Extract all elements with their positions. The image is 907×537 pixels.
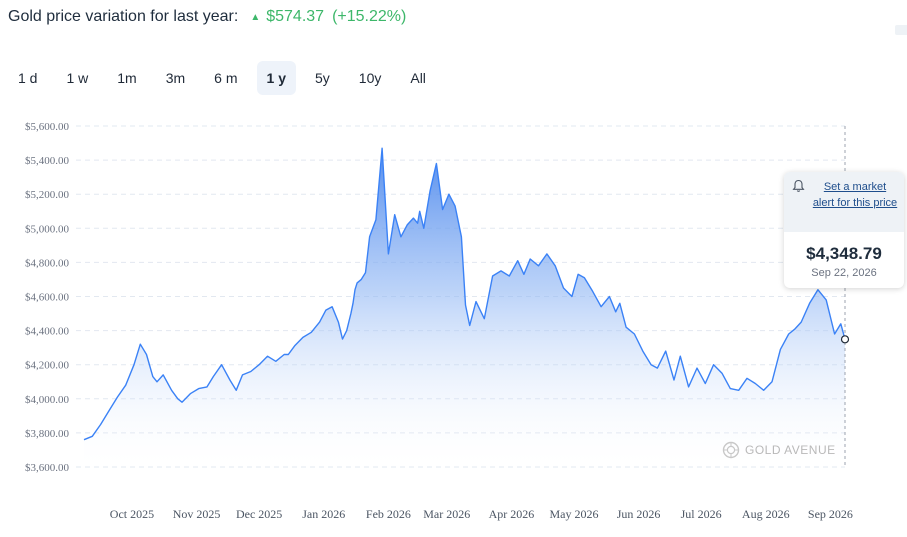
gold-avenue-watermark: GOLD AVENUE (722, 441, 836, 459)
range-tab-1y[interactable]: 1 y (256, 61, 296, 95)
x-tick-label: Feb 2026 (366, 507, 411, 521)
y-tick-label: $3,800.00 (25, 428, 70, 440)
highlight-point[interactable] (840, 335, 850, 344)
up-arrow-icon: ▲ (250, 11, 261, 23)
alert-row[interactable]: Set a market alert for this price (784, 172, 904, 232)
header-title: Gold price variation for last year: (8, 8, 239, 25)
x-tick-label: Oct 2025 (110, 507, 154, 521)
x-tick-label: May 2026 (549, 507, 598, 521)
gold-avenue-logo-icon (722, 441, 740, 459)
range-tab-all[interactable]: All (410, 70, 426, 86)
x-tick-label: Jun 2026 (617, 507, 661, 521)
range-tab-1d[interactable]: 1 d (18, 70, 38, 86)
y-tick-label: $4,200.00 (25, 360, 70, 372)
range-tab-6m[interactable]: 6 m (214, 70, 238, 86)
range-tab-1w[interactable]: 1 w (66, 70, 89, 86)
x-tick-label: Aug 2026 (742, 507, 790, 521)
series-area (84, 148, 845, 467)
x-tick-label: Mar 2026 (423, 507, 470, 521)
y-tick-label: $5,400.00 (25, 155, 70, 167)
range-tab-10y[interactable]: 10y (358, 70, 382, 86)
range-tab-1m[interactable]: 1m (117, 70, 137, 86)
y-tick-label: $4,800.00 (25, 257, 70, 269)
range-tab-3m[interactable]: 3m (165, 70, 186, 86)
x-tick-label: Jan 2026 (302, 507, 345, 521)
tooltip-date: Sep 22, 2026 (811, 267, 877, 279)
y-tick-label: $4,600.00 (25, 292, 70, 304)
range-tab-5y[interactable]: 5y (314, 70, 330, 86)
price-change: $574.37 (266, 8, 325, 25)
y-axis: $3,600.00 $3,800.00 $4,000.00 $4,200.00 $4,4… (25, 121, 70, 474)
set-alert-link[interactable]: Set a market alert for this price (812, 181, 898, 209)
x-tick-label: Dec 2025 (236, 507, 282, 521)
x-tick-label: Sep 2026 (808, 507, 853, 521)
y-tick-label: $4,400.00 (25, 326, 70, 338)
x-axis: Oct 2025 Nov 2025 Dec 2025 Jan 2026 Feb 2026… (110, 507, 853, 521)
bell-icon (792, 179, 805, 192)
y-tick-label: $5,600.00 (25, 121, 70, 133)
tooltip-price: $4,348.79 (806, 244, 882, 263)
x-tick-label: Apr 2026 (489, 507, 535, 521)
watermark-text: GOLD AVENUE (745, 443, 836, 457)
x-tick-label: Jul 2026 (681, 507, 722, 521)
y-tick-label: $4,000.00 (25, 394, 70, 406)
price-tooltip: Set a market alert for this price $4,348… (784, 172, 904, 288)
series-line (83, 147, 846, 441)
x-tick-label: Nov 2025 (173, 507, 221, 521)
chart-header: Gold price variation for last year: ▲ $5… (8, 6, 406, 28)
y-tick-label: $3,600.00 (25, 462, 70, 474)
scrollbar-tab[interactable] (895, 25, 907, 35)
y-tick-label: $5,000.00 (25, 223, 70, 235)
time-range-selector: 1 d 1 w 1m 3m 6 m 1 y 5y 10y All (8, 61, 445, 95)
y-tick-label: $5,200.00 (25, 189, 70, 201)
price-change-percent: (+15.22%) (332, 8, 407, 25)
